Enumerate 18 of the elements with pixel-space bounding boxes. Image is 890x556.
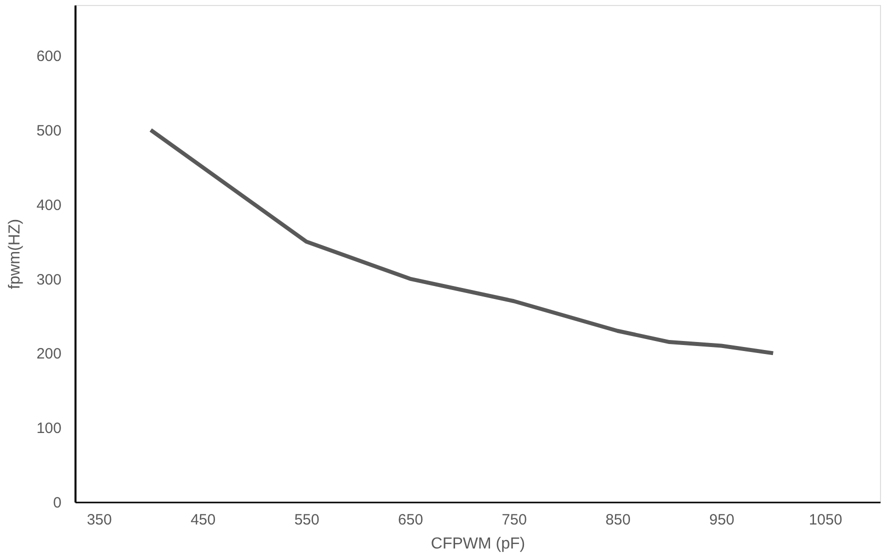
x-tick-label: 950: [709, 512, 734, 528]
y-tick-label: 600: [36, 48, 62, 66]
y-tick-label: 200: [36, 346, 62, 363]
x-tick-label: 650: [398, 512, 424, 528]
x-tick-label: 750: [502, 512, 527, 528]
y-tick-label: 0: [53, 494, 62, 512]
x-tick-label: 850: [606, 512, 631, 528]
y-tick-label: 100: [36, 420, 62, 438]
y-tick-label: 300: [36, 271, 62, 288]
x-axis-title: CFPWM (pF): [430, 536, 526, 552]
line-series: [148, 128, 776, 356]
y-tick-label: 400: [36, 196, 62, 214]
x-tick-label: 550: [294, 512, 320, 528]
y-axis-title: fpwm(HZ): [6, 218, 24, 290]
x-tick-label: 350: [86, 512, 112, 528]
x-tick-label: 1050: [808, 512, 842, 528]
y-tick-label: 500: [36, 122, 62, 140]
x-tick-label: 450: [190, 512, 216, 528]
